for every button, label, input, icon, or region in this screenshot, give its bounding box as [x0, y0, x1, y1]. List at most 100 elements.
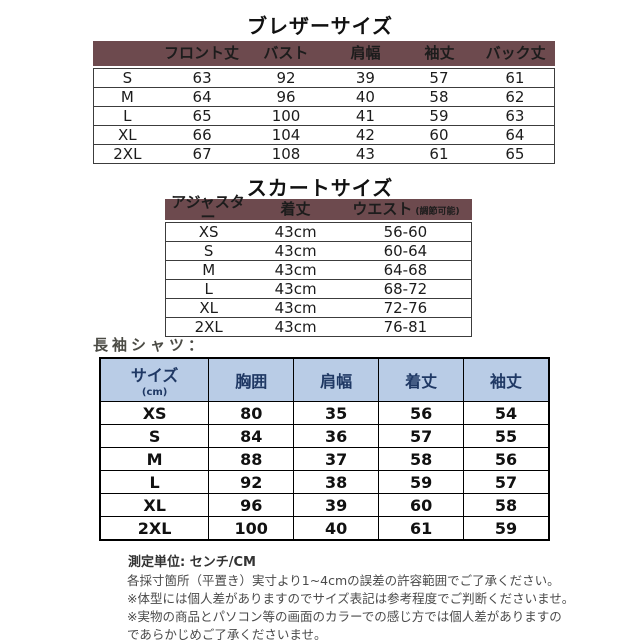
cell: 63 — [505, 106, 525, 125]
cell: 2XL — [194, 317, 223, 336]
cell: 100 — [271, 106, 301, 125]
cell: 43cm — [274, 298, 317, 317]
cell: 35 — [293, 401, 379, 424]
skirt-table: アジャスター 着丈 ウエスト (調節可能) XS 43cm 56-60 S 43c… — [165, 194, 472, 337]
skirt-col-length: 着丈 — [280, 200, 311, 218]
cell: 43cm — [274, 241, 317, 260]
skirt-header-row: アジャスター 着丈 ウエスト (調節可能) — [165, 194, 472, 224]
blazer-col-front-length: フロント丈 — [164, 44, 240, 62]
cell: 43cm — [274, 317, 317, 336]
cell: 64 — [505, 125, 525, 144]
cell: S — [203, 241, 214, 260]
cell: 104 — [271, 125, 301, 144]
shirt-col-shoulder: 肩幅 — [293, 359, 379, 401]
note-line: 各採寸箇所（平置き）実寸より1~4cmの誤差の許容範囲でご了承ください。 — [127, 573, 560, 588]
cell: 88 — [208, 447, 294, 470]
cell: 65 — [505, 144, 525, 163]
cell: 58 — [429, 87, 449, 106]
skirt-body: XS 43cm 56-60 S 43cm 60-64 M 43cm 64-68 … — [165, 222, 472, 337]
cell: 43cm — [274, 260, 317, 279]
cell: 76-81 — [383, 317, 428, 336]
measurement-unit-note: 測定単位: センチ/CM — [128, 555, 256, 570]
table-row: 2XL 100 40 61 59 — [101, 516, 548, 539]
table-row: 2XL 43cm 76-81 — [166, 318, 471, 336]
cell: 39 — [293, 493, 379, 516]
cell: 60-64 — [383, 241, 428, 260]
cell: XL — [118, 125, 137, 144]
table-row: XL 96 39 60 58 — [101, 493, 548, 516]
cell: S — [122, 68, 133, 87]
cell: 72-76 — [383, 298, 428, 317]
shirt-col-size: サイズ (cm) — [101, 359, 209, 401]
cell: 56-60 — [383, 222, 428, 241]
table-row: L 43cm 68-72 — [166, 280, 471, 299]
cell: 39 — [355, 68, 375, 87]
skirt-col-adjuster: アジャスター — [171, 192, 245, 226]
cell: 96 — [208, 493, 294, 516]
table-row: XS 43cm 56-60 — [166, 223, 471, 242]
cell: 61 — [505, 68, 525, 87]
cell: M — [101, 447, 209, 470]
cell: M — [202, 260, 216, 279]
blazer-title: ブレザーサイズ — [247, 14, 393, 38]
cell: 92 — [276, 68, 296, 87]
cell: 43cm — [274, 279, 317, 298]
cell: 42 — [355, 125, 375, 144]
table-row: S 63 92 39 57 61 — [94, 69, 554, 88]
disclaimer-notes: 各採寸箇所（平置き）実寸より1~4cmの誤差の許容範囲でご了承ください。 ※体型… — [127, 572, 574, 640]
blazer-col-back-length: バック丈 — [485, 44, 546, 62]
cell: 38 — [293, 470, 379, 493]
shirt-size-label: サイズ — [130, 366, 179, 385]
cell: 59 — [463, 516, 548, 539]
cell: 56 — [463, 447, 548, 470]
table-row: M 88 37 58 56 — [101, 447, 548, 470]
cell: 61 — [378, 516, 464, 539]
table-row: S 84 36 57 55 — [101, 424, 548, 447]
cell: 84 — [208, 424, 294, 447]
cell: M — [120, 87, 134, 106]
cell: 64 — [192, 87, 212, 106]
cell: 63 — [192, 68, 212, 87]
table-row: M 43cm 64-68 — [166, 261, 471, 280]
cell: 43 — [355, 144, 375, 163]
cell: 108 — [271, 144, 301, 163]
cell: 40 — [355, 87, 375, 106]
note-line: であらかじめご了承くださいませ。 — [127, 627, 327, 640]
cell: XL — [199, 298, 219, 317]
blazer-table: フロント丈 バスト 肩幅 袖丈 バック丈 S 63 92 39 57 61 M … — [93, 41, 555, 164]
cell: 60 — [378, 493, 464, 516]
blazer-col-shoulder: 肩幅 — [350, 44, 381, 62]
table-row: XL 66 104 42 60 64 — [94, 126, 554, 145]
cell: 2XL — [101, 516, 209, 539]
cell: 64-68 — [383, 260, 428, 279]
blazer-body: S 63 92 39 57 61 M 64 96 40 58 62 L 65 1… — [93, 68, 555, 164]
blazer-col-bust: バスト — [263, 44, 309, 62]
cell: 54 — [463, 401, 548, 424]
table-row: XS 80 35 56 54 — [101, 401, 548, 424]
shirt-col-sleeve: 袖丈 — [463, 359, 548, 401]
cell: 36 — [293, 424, 379, 447]
cell: 68-72 — [383, 279, 428, 298]
skirt-waist-label: ウエスト — [352, 200, 413, 218]
shirt-header-row: サイズ (cm) 胸囲 肩幅 着丈 袖丈 — [101, 359, 548, 401]
table-row: L 65 100 41 59 63 — [94, 107, 554, 126]
table-row: L 92 38 59 57 — [101, 470, 548, 493]
shirt-col-chest: 胸囲 — [208, 359, 294, 401]
blazer-col-sleeve: 袖丈 — [424, 44, 455, 62]
cell: 43cm — [274, 222, 317, 241]
note-line: ※体型には個人差がありますのでサイズ表記は参考程度でご判断くださいませ。 — [127, 591, 575, 606]
cell: 57 — [429, 68, 449, 87]
skirt-col-waist: ウエスト (調節可能) — [340, 202, 472, 217]
shirt-size-unit: (cm) — [141, 387, 168, 398]
cell: 57 — [378, 424, 464, 447]
cell: XL — [101, 493, 209, 516]
table-row: 2XL 67 108 43 61 65 — [94, 145, 554, 163]
cell: 60 — [429, 125, 449, 144]
cell: 41 — [355, 106, 375, 125]
cell: 67 — [192, 144, 212, 163]
table-row: XL 43cm 72-76 — [166, 299, 471, 318]
shirt-table: サイズ (cm) 胸囲 肩幅 着丈 袖丈 XS 80 35 56 54 S 84… — [99, 357, 550, 541]
cell: L — [123, 106, 132, 125]
cell: 2XL — [113, 144, 142, 163]
